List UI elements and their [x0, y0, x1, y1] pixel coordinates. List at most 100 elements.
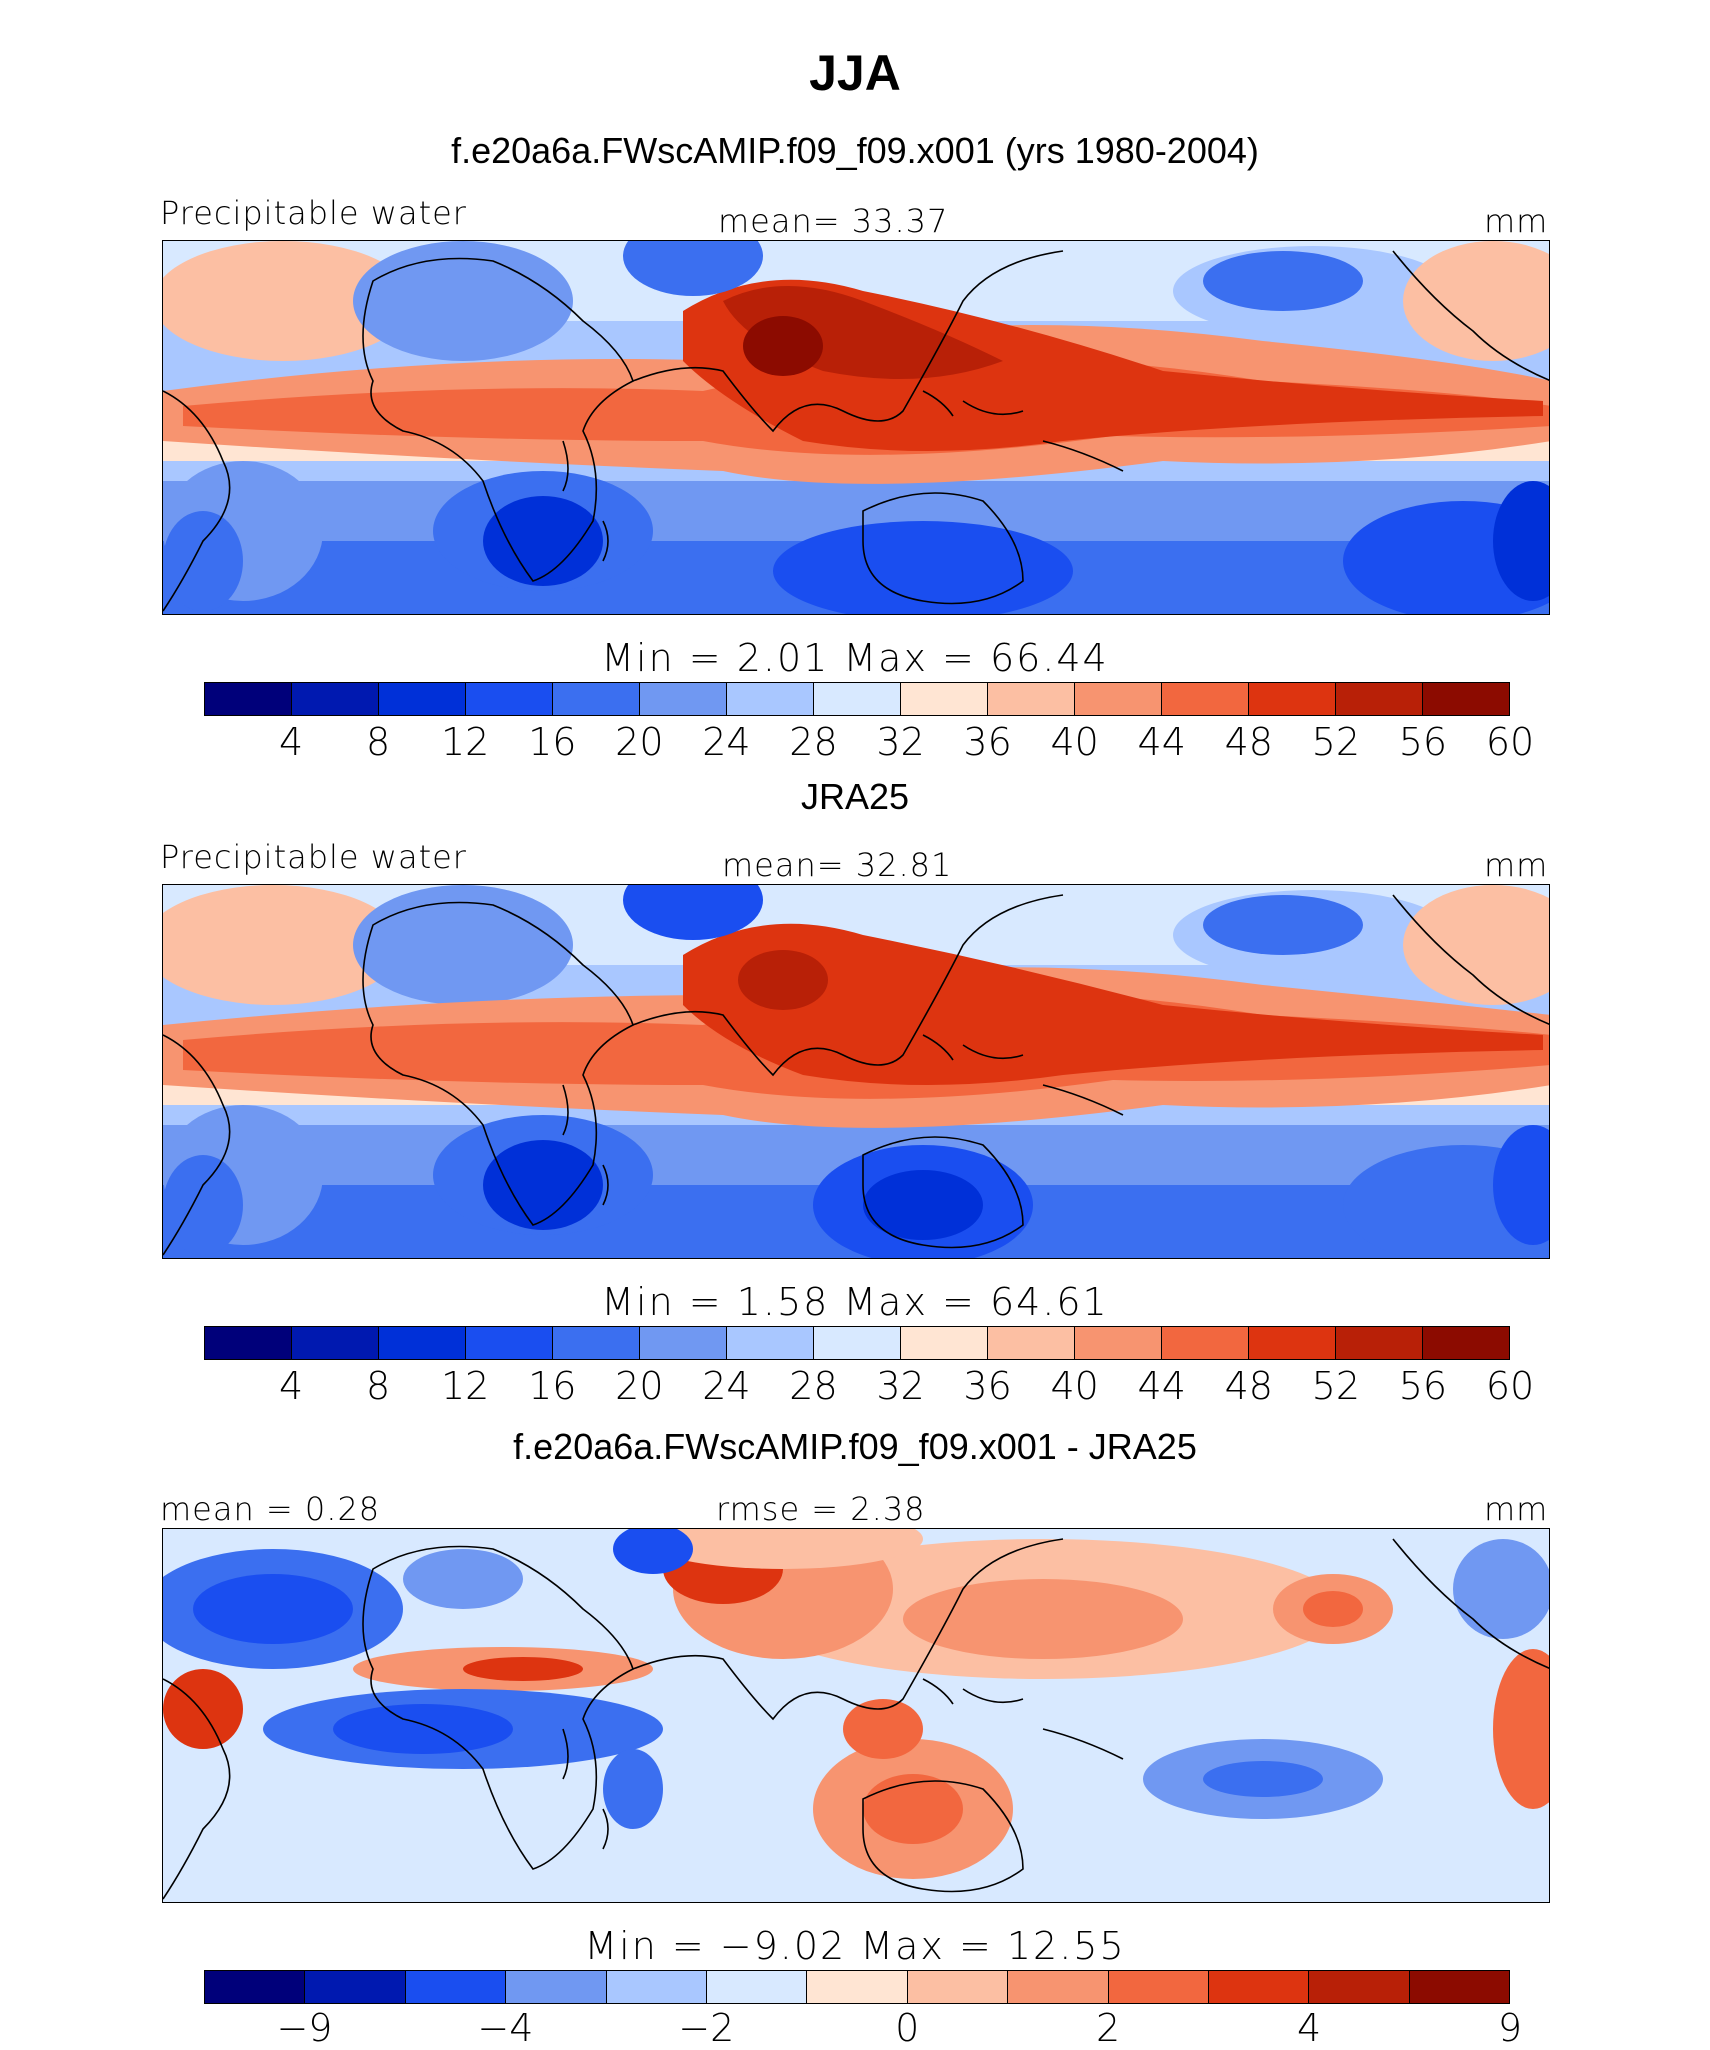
colorbar-swatch	[205, 1327, 292, 1359]
colorbar-swatch	[1075, 1327, 1162, 1359]
colorbar-swatch	[901, 1327, 988, 1359]
panel1-units-label: mm	[1484, 202, 1549, 240]
colorbar-tick-label: −2	[678, 2006, 735, 2050]
colorbar-swatch	[1309, 1971, 1410, 2003]
colorbar-swatch	[988, 1327, 1075, 1359]
colorbar-tick-label: 36	[963, 1364, 1012, 1408]
colorbar-tick-label: 56	[1398, 720, 1448, 764]
colorbar-tick-label: 16	[528, 1364, 577, 1408]
colorbar-swatch	[988, 683, 1075, 715]
colorbar-tick-label: 28	[789, 1364, 838, 1408]
figure-title: JJA	[809, 45, 901, 101]
panel1-variable-label: Precipitable water	[160, 194, 467, 232]
colorbar-swatch	[1336, 683, 1423, 715]
colorbar-tick-label: 24	[702, 720, 751, 764]
colorbar-swatch	[1108, 1971, 1209, 2003]
colorbar-swatch	[553, 1327, 640, 1359]
colorbar-swatch	[640, 683, 727, 715]
panel1-map	[162, 240, 1550, 615]
colorbar-swatch	[1162, 1327, 1249, 1359]
colorbar-tick-label: 32	[876, 720, 925, 764]
colorbar-swatch	[640, 1327, 727, 1359]
colorbar-tick-label: 44	[1137, 1364, 1186, 1408]
colorbar-tick-label: 40	[1050, 720, 1099, 764]
colorbar-swatch	[907, 1971, 1009, 2003]
panel3-header: f.e20a6a.FWscAMIP.f09_f09.x001 - JRA25	[513, 1426, 1197, 1467]
colorbar-swatch	[1249, 1327, 1336, 1359]
panel2-mean-label: mean= 32.81	[722, 846, 953, 884]
colorbar-swatch	[506, 1971, 607, 2003]
colorbar-tick-label: 48	[1224, 1364, 1273, 1408]
colorbar-tick-label: 12	[441, 1364, 490, 1408]
colorbar-swatch	[466, 683, 553, 715]
panel3-units-label: mm	[1484, 1490, 1549, 1528]
panel2-minmax: Min = 1.58 Max = 64.61	[601, 1280, 1109, 1324]
colorbar-swatch	[1249, 683, 1336, 715]
panel3-colorbar-ticks: −9 −4 −2 0 2 4 9	[0, 2006, 1710, 2050]
colorbar-tick-label: 20	[615, 720, 664, 764]
colorbar-swatch	[379, 683, 466, 715]
panel3-rmse-label: rmse = 2.38	[716, 1490, 926, 1528]
colorbar-swatch	[1008, 1971, 1109, 2003]
colorbar-tick-label: 44	[1137, 720, 1186, 764]
colorbar-tick-label: 28	[789, 720, 838, 764]
colorbar-swatch	[1336, 1327, 1423, 1359]
panel2-contour-field	[163, 885, 1549, 1258]
panel1-minmax: Min = 2.01 Max = 66.44	[601, 636, 1109, 680]
colorbar-swatch	[727, 1327, 814, 1359]
colorbar-tick-label: 8	[366, 1364, 391, 1408]
colorbar-tick-label: 8	[366, 720, 391, 764]
colorbar-tick-label: 56	[1398, 1364, 1448, 1408]
colorbar-swatch	[606, 1971, 707, 2003]
colorbar-swatch	[727, 683, 814, 715]
colorbar-tick-label: 0	[895, 2006, 920, 2050]
colorbar-tick-label: 12	[441, 720, 490, 764]
panel2-colorbar-ticks: 4 8 12 16 20 24 28 32 36 40 44 48 52 56 60	[0, 1364, 1710, 1408]
panel2-variable-label: Precipitable water	[160, 838, 467, 876]
colorbar-swatch	[1409, 1971, 1510, 2003]
colorbar-tick-label: −4	[477, 2006, 534, 2050]
colorbar-swatch	[379, 1327, 466, 1359]
colorbar-swatch	[814, 683, 901, 715]
colorbar-tick-label: 60	[1485, 720, 1535, 764]
colorbar-tick-label: 52	[1311, 720, 1361, 764]
colorbar-swatch	[1075, 683, 1162, 715]
panel1-header: f.e20a6a.FWscAMIP.f09_f09.x001 (yrs 1980…	[451, 130, 1259, 171]
panel3-contour-field	[163, 1529, 1549, 1902]
colorbar-tick-label: 36	[963, 720, 1012, 764]
colorbar-swatch	[205, 1971, 306, 2003]
colorbar-tick-label: 52	[1311, 1364, 1361, 1408]
colorbar-swatch	[1423, 683, 1509, 715]
panel2-map	[162, 884, 1550, 1259]
colorbar-swatch	[292, 1327, 379, 1359]
colorbar-tick-label: 4	[1296, 2006, 1322, 2050]
colorbar-swatch	[1208, 1971, 1310, 2003]
panel1-colorbar-ticks: 4 8 12 16 20 24 28 32 36 40 44 48 52 56 60	[0, 720, 1710, 764]
colorbar-swatch	[807, 1971, 908, 2003]
colorbar-swatch	[1162, 683, 1249, 715]
colorbar-tick-label: 2	[1096, 2006, 1121, 2050]
colorbar-tick-label: 24	[702, 1364, 751, 1408]
colorbar-swatch	[553, 683, 640, 715]
colorbar-swatch	[1423, 1327, 1509, 1359]
colorbar-swatch	[901, 683, 988, 715]
panel1-colorbar	[204, 682, 1510, 716]
panel2-units-label: mm	[1484, 846, 1549, 884]
colorbar-tick-label: 4	[278, 720, 304, 764]
panel2-header: JRA25	[800, 776, 910, 817]
colorbar-swatch	[405, 1971, 507, 2003]
panel3-mean-label: mean = 0.28	[160, 1490, 381, 1528]
colorbar-tick-label: −9	[276, 2006, 333, 2050]
colorbar-tick-label: 20	[615, 1364, 664, 1408]
colorbar-swatch	[292, 683, 379, 715]
panel1-contour-field	[163, 241, 1549, 614]
colorbar-tick-label: 32	[876, 1364, 925, 1408]
colorbar-tick-label: 40	[1050, 1364, 1099, 1408]
colorbar-swatch	[205, 683, 292, 715]
colorbar-tick-label: 16	[528, 720, 577, 764]
colorbar-swatch	[466, 1327, 553, 1359]
panel2-colorbar	[204, 1326, 1510, 1360]
colorbar-swatch	[814, 1327, 901, 1359]
colorbar-tick-label: 4	[278, 1364, 304, 1408]
colorbar-tick-label: 9	[1497, 2006, 1523, 2050]
